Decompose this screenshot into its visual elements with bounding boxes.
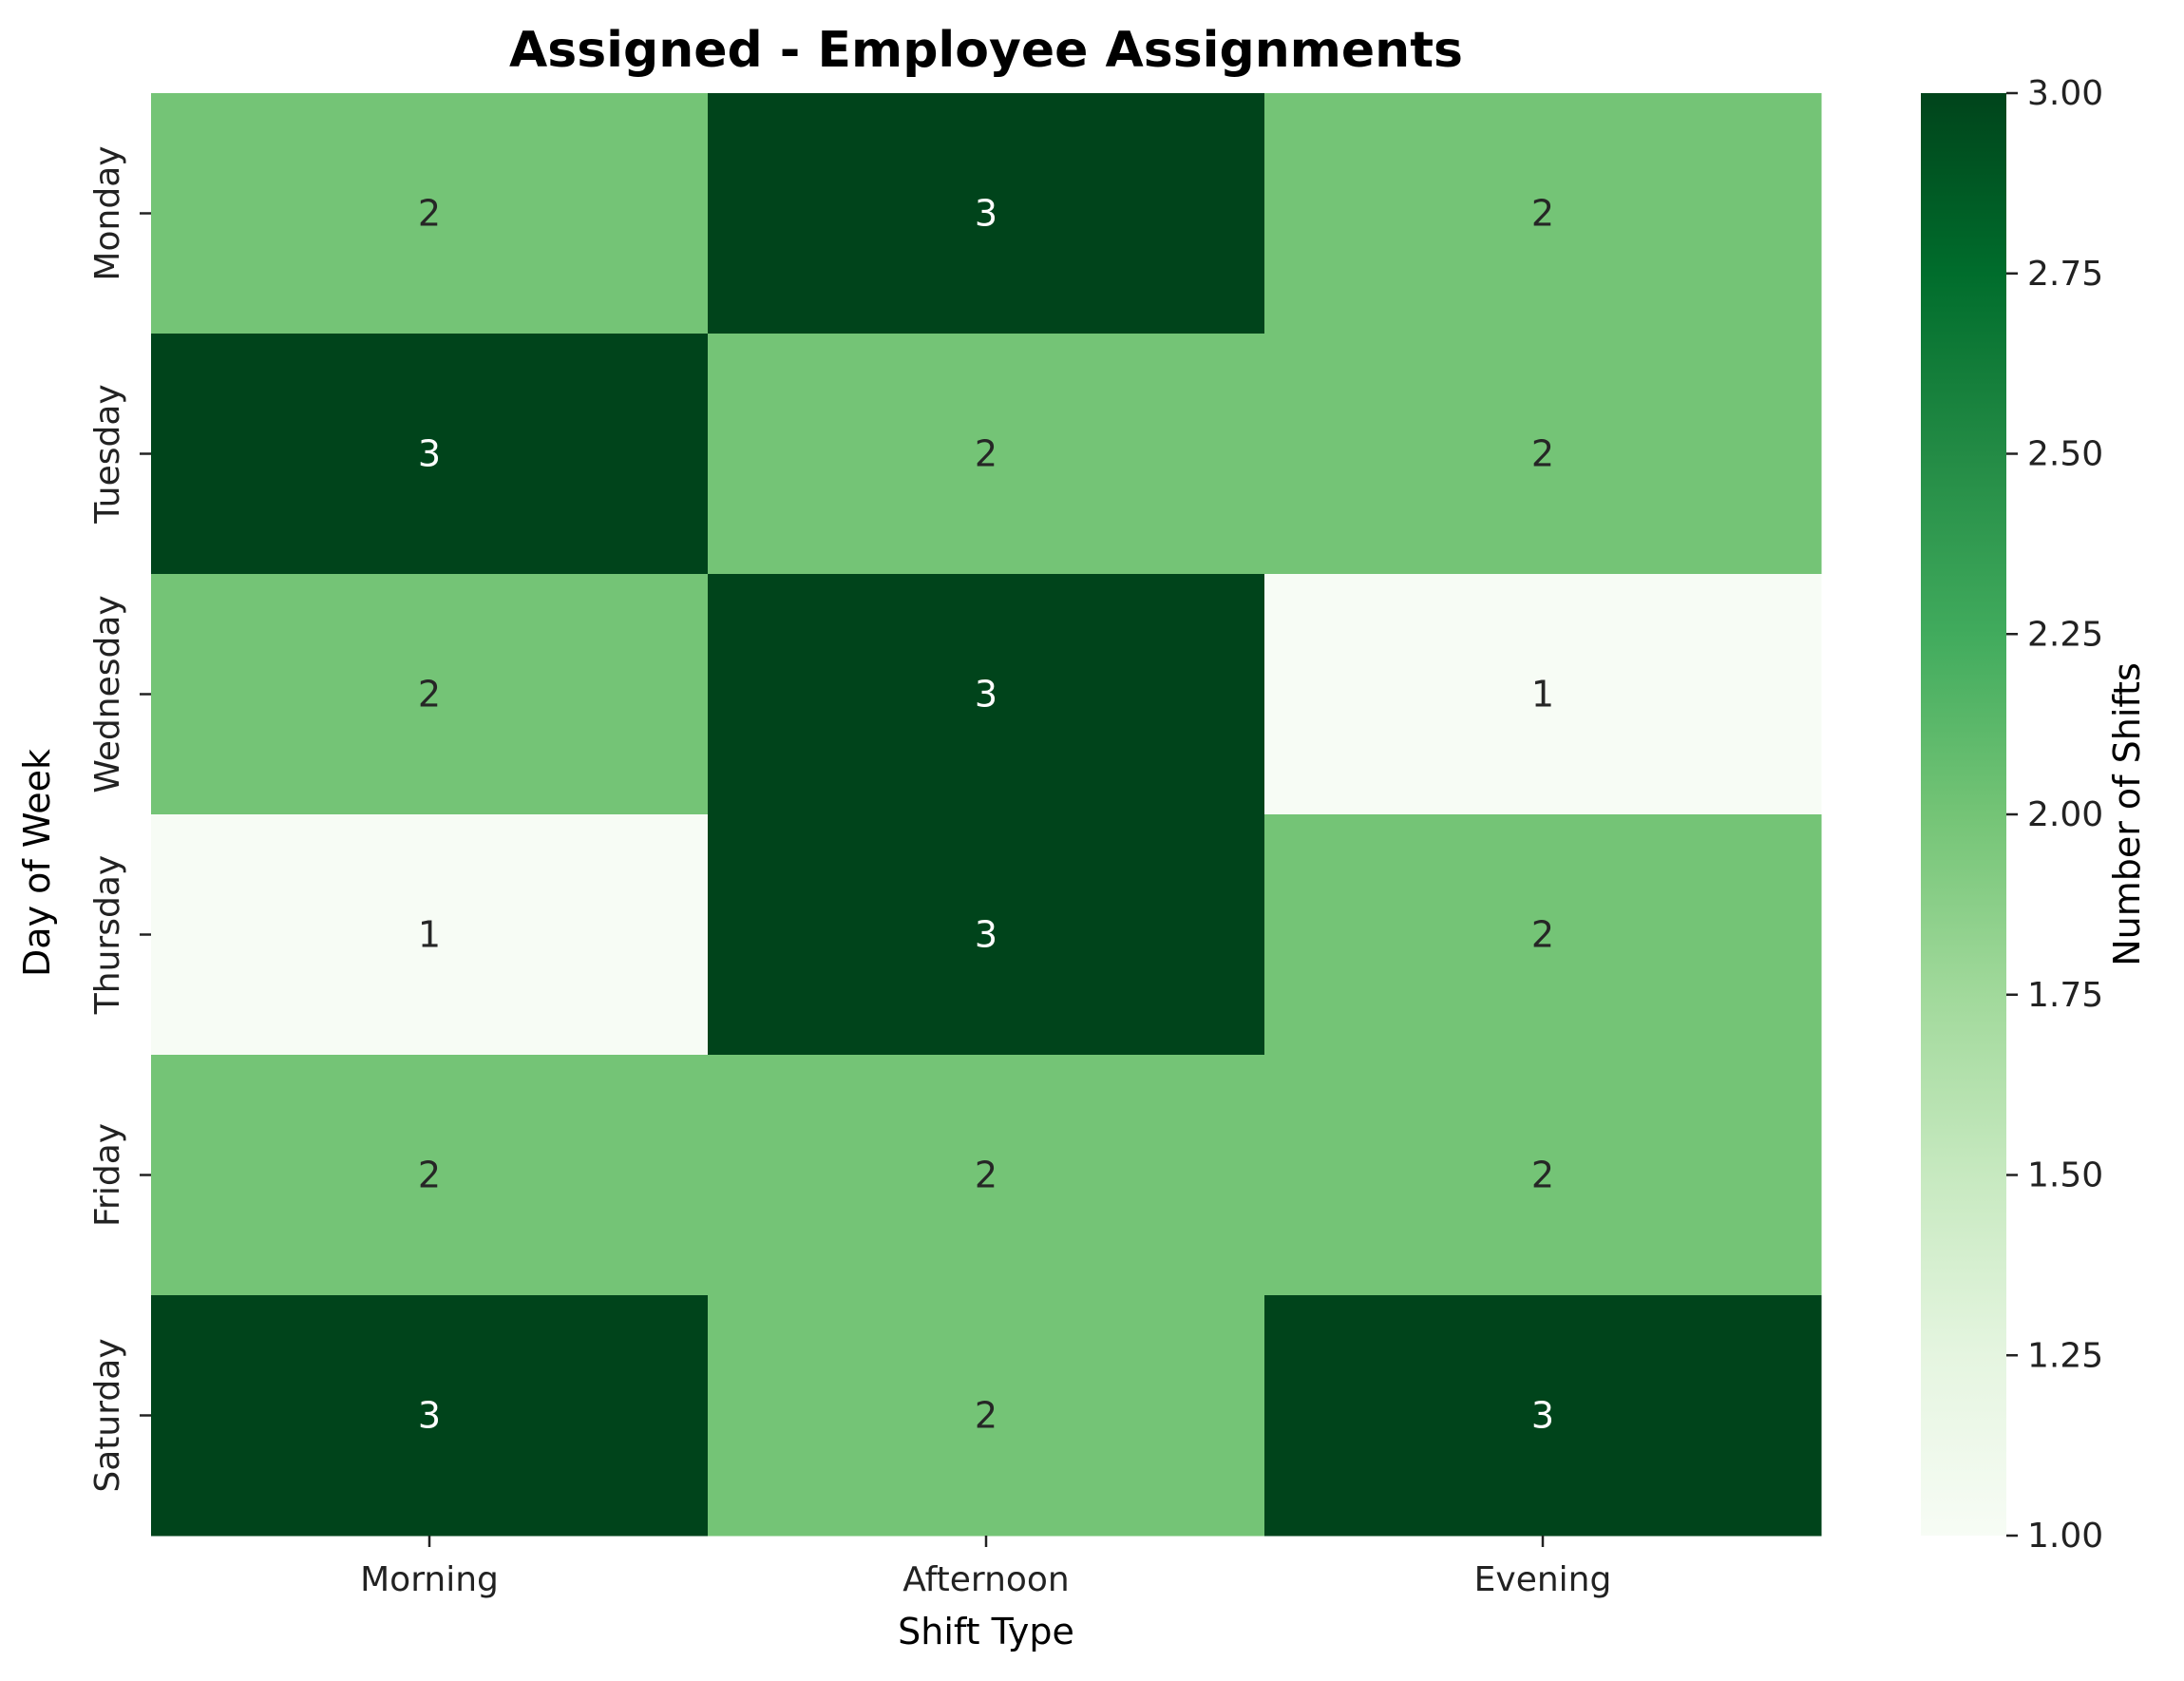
cell-value-label: 1: [418, 914, 441, 956]
x-axis: Morning Afternoon Evening: [360, 1536, 1611, 1599]
colorbar-tick-label: 1.25: [2027, 1336, 2103, 1375]
colorbar-gradient: [1921, 93, 2006, 1536]
cell-value-label: 1: [1531, 674, 1554, 716]
cell-value-label: 3: [975, 914, 997, 956]
heatmap-cell: [708, 814, 1265, 1056]
heatmap-cell: [151, 574, 709, 815]
y-tick-label: Monday: [88, 145, 127, 280]
cell-value-label: 2: [418, 1155, 441, 1196]
cell-value-label: 2: [975, 433, 997, 475]
heatmap-cell: [1264, 93, 1822, 334]
colorbar-tick-label: 2.50: [2027, 435, 2103, 474]
heatmap-cell: [151, 93, 709, 334]
chart-title: Assigned - Employee Assignments: [509, 22, 1463, 79]
cell-value-label: 2: [1531, 433, 1554, 475]
heatmap-cells: 2 3 2 3 2 2 2 3 1 1 3 2 2 2 2 3 2 3: [151, 93, 1822, 1537]
cell-value-label: 2: [1531, 1155, 1554, 1196]
y-tick-label: Saturday: [88, 1338, 127, 1492]
heatmap-cell: [151, 334, 709, 575]
heatmap-cell: [708, 1295, 1265, 1537]
heatmap-cell: [1264, 1055, 1822, 1296]
colorbar-tick-label: 3.00: [2027, 74, 2103, 113]
y-tick-label: Wednesday: [88, 595, 127, 793]
heatmap-cell: [708, 334, 1265, 575]
y-axis-label: Day of Week: [16, 749, 58, 977]
cell-value-label: 2: [1531, 193, 1554, 235]
heatmap-cell: [1264, 334, 1822, 575]
colorbar-label: Number of Shifts: [2106, 662, 2148, 966]
cell-value-label: 2: [418, 674, 441, 716]
cell-value-label: 2: [1531, 914, 1554, 956]
colorbar-tick-label: 2.25: [2027, 615, 2103, 654]
cell-value-label: 3: [975, 193, 997, 235]
x-tick-label: Afternoon: [902, 1560, 1070, 1599]
heatmap-cell: [151, 1295, 709, 1537]
cell-value-label: 3: [418, 433, 441, 475]
y-tick-label: Friday: [88, 1123, 127, 1227]
y-tick-label: Thursday: [88, 855, 127, 1015]
heatmap-cell: [1264, 1295, 1822, 1537]
heatmap-cell: [708, 1055, 1265, 1296]
cell-value-label: 2: [418, 193, 441, 235]
cell-value-label: 3: [975, 674, 997, 716]
x-axis-label: Shift Type: [898, 1611, 1074, 1652]
heatmap-cell: [151, 814, 709, 1056]
heatmap-cell: [151, 1055, 709, 1296]
heatmap-cell: [1264, 814, 1822, 1056]
heatmap-cell: [708, 93, 1265, 334]
colorbar-tick-label: 1.00: [2027, 1517, 2103, 1556]
cell-value-label: 3: [1531, 1395, 1554, 1437]
y-tick-label: Tuesday: [88, 384, 127, 524]
colorbar-tick-label: 2.00: [2027, 795, 2103, 834]
colorbar-tick-label: 1.75: [2027, 976, 2103, 1015]
colorbar: 1.00 1.25 1.50 1.75 2.00 2.25 2.50 2.75 3.00: [1921, 74, 2103, 1556]
x-tick-label: Morning: [360, 1560, 499, 1599]
heatmap-cell: [1264, 574, 1822, 815]
cell-value-label: 2: [975, 1395, 997, 1437]
x-tick-label: Evening: [1474, 1560, 1612, 1599]
y-axis: Monday Tuesday Wednesday Thursday Friday Satu…: [88, 145, 151, 1493]
cell-value-label: 2: [975, 1155, 997, 1196]
heatmap-cell: [708, 574, 1265, 815]
colorbar-tick-label: 2.75: [2027, 255, 2103, 294]
cell-value-label: 3: [418, 1395, 441, 1437]
colorbar-tick-label: 1.50: [2027, 1156, 2103, 1195]
